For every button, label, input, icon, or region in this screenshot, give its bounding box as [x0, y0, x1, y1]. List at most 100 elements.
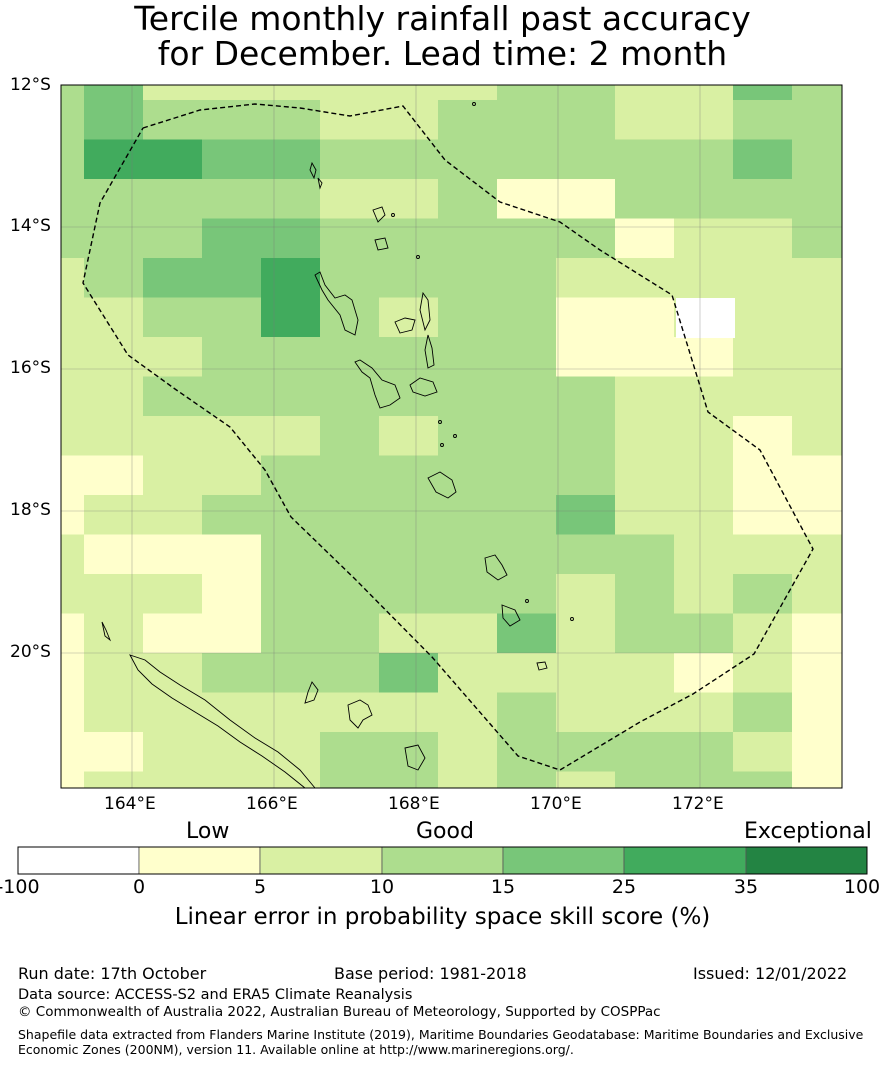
- skill-cell: [143, 416, 203, 456]
- skill-cell: [792, 534, 843, 575]
- map-frame: [60, 84, 843, 789]
- skill-cell: [61, 534, 85, 575]
- skill-cell: [674, 258, 734, 298]
- skill-cell: [379, 574, 439, 614]
- skill-cell: [733, 534, 793, 575]
- skill-cell: [261, 85, 321, 101]
- skill-cell: [615, 416, 675, 456]
- skill-cell: [615, 534, 675, 575]
- skill-cell: [320, 732, 380, 772]
- colorbar: [17, 846, 868, 875]
- skill-cell: [202, 416, 262, 456]
- skill-cell: [497, 416, 557, 456]
- skill-cell: [84, 495, 144, 535]
- skill-cell: [674, 455, 734, 496]
- skill-cell: [438, 495, 498, 535]
- islet-outline: [453, 434, 457, 438]
- islet-outline: [440, 443, 444, 447]
- skill-cell: [733, 495, 793, 535]
- skill-cell: [261, 732, 321, 772]
- skill-cell: [615, 613, 675, 654]
- graticule: [61, 84, 842, 788]
- skill-cell: [61, 613, 85, 654]
- colorbar-swatch: [623, 846, 747, 875]
- skill-cell: [143, 455, 203, 496]
- skill-cell: [792, 613, 843, 654]
- skill-cell: [261, 613, 321, 654]
- islet-outline: [391, 213, 395, 217]
- islet-outline: [438, 420, 442, 424]
- skill-cell: [615, 100, 675, 140]
- lat-tick-label: 18°S: [10, 500, 51, 520]
- skill-cell: [733, 179, 793, 219]
- skill-cell: [61, 732, 85, 772]
- skill-cell: [320, 495, 380, 535]
- skill-cell: [261, 692, 321, 733]
- skill-cell: [556, 732, 616, 772]
- base-period: Base period: 1981-2018: [334, 964, 527, 983]
- skill-cell: [556, 297, 616, 338]
- skill-cell: [320, 455, 380, 496]
- skill-cell: [320, 258, 380, 298]
- skill-cell: [556, 85, 616, 101]
- colorbar-tick-label: 25: [611, 876, 637, 898]
- skill-cell: [497, 85, 557, 101]
- colorbar-tick-label: 100: [843, 876, 881, 898]
- skill-cell: [202, 179, 262, 219]
- skill-cell: [556, 653, 616, 693]
- skill-cell: [261, 337, 321, 377]
- skill-cell: [379, 455, 439, 496]
- skill-cell: [143, 613, 203, 654]
- skill-cell: [143, 139, 203, 180]
- skill-cell: [497, 495, 557, 535]
- skill-cell: [497, 692, 557, 733]
- skill-cell: [615, 732, 675, 772]
- skill-cell: [733, 732, 793, 772]
- islet-outline: [416, 255, 420, 259]
- skill-cell: [320, 376, 380, 417]
- skill-cell: [261, 574, 321, 614]
- skill-cell: [556, 139, 616, 180]
- map-title-line-2: for December. Lead time: 2 month: [157, 34, 728, 73]
- colorbar-label: Linear error in probability space skill …: [174, 904, 711, 930]
- skill-cell: [320, 297, 380, 338]
- skill-cell: [497, 771, 557, 789]
- skill-cell: [792, 258, 843, 298]
- skill-cell: [61, 376, 85, 417]
- skill-cell: [143, 337, 203, 377]
- skill-cell: [379, 258, 439, 298]
- skill-cell: [438, 297, 498, 338]
- skill-cell: [143, 179, 203, 219]
- skill-cell: [84, 771, 144, 789]
- lat-tick-label: 20°S: [10, 642, 51, 662]
- skill-cell: [556, 376, 616, 417]
- skill-cell: [733, 771, 793, 789]
- skill-cell: [438, 258, 498, 298]
- skill-cell: [556, 534, 616, 575]
- skill-cell: [61, 416, 85, 456]
- skill-cell: [261, 376, 321, 417]
- skill-cell: [792, 376, 843, 417]
- colorbar-swatch: [17, 846, 140, 875]
- skill-cell: [674, 218, 734, 259]
- skill-cell: [674, 100, 734, 140]
- skill-cell: [84, 100, 144, 140]
- colorbar-tick-label: 15: [490, 876, 516, 898]
- skill-cell: [676, 298, 735, 338]
- skill-cell: [438, 139, 498, 180]
- skill-cell: [379, 495, 439, 535]
- skill-cell: [556, 416, 616, 456]
- skill-cell: [379, 337, 439, 377]
- skill-cell: [261, 218, 321, 259]
- skill-cell: [261, 258, 321, 298]
- skill-cell: [674, 771, 734, 789]
- skill-cell: [733, 416, 793, 456]
- island-outline: [309, 161, 317, 180]
- skill-cell: [84, 376, 144, 417]
- island-outline: [317, 177, 323, 190]
- lon-tick-label: 172°E: [672, 794, 724, 814]
- skill-cell: [320, 85, 380, 101]
- skill-cell: [61, 692, 85, 733]
- skill-cell: [438, 732, 498, 772]
- skill-cell: [674, 179, 734, 219]
